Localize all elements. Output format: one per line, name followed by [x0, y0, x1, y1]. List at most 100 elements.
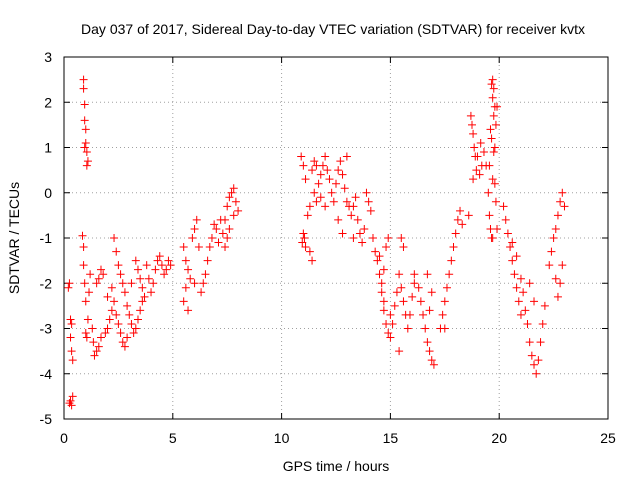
data-point	[230, 211, 238, 219]
data-point	[184, 266, 192, 274]
data-point	[467, 112, 475, 120]
data-point	[108, 284, 116, 292]
data-point	[201, 270, 209, 278]
data-point	[378, 288, 386, 296]
data-point	[138, 297, 146, 305]
data-point	[469, 175, 477, 183]
x-tick-label: 5	[169, 430, 177, 446]
data-point	[151, 266, 159, 274]
data-point	[521, 306, 529, 314]
y-axis-label: SDTVAR / TECUs	[6, 182, 22, 294]
data-point	[552, 225, 560, 233]
data-point	[384, 234, 392, 242]
data-point	[136, 275, 144, 283]
data-point	[334, 166, 342, 174]
x-tick-label: 25	[600, 430, 616, 446]
data-point	[80, 76, 88, 84]
data-point	[299, 162, 307, 170]
data-point	[526, 279, 534, 287]
data-point	[530, 297, 538, 305]
x-tick-labels: 0 5 10 15 20 25	[60, 430, 616, 446]
data-point	[99, 270, 107, 278]
data-point	[112, 248, 120, 256]
data-point	[134, 315, 142, 323]
data-point	[225, 225, 233, 233]
data-point	[534, 356, 542, 364]
data-point	[299, 229, 307, 237]
y-tick-labels: -5-4-3-2-10123	[40, 49, 53, 427]
data-point	[93, 347, 101, 355]
data-point	[127, 279, 135, 287]
data-point	[132, 325, 140, 333]
data-point	[490, 148, 498, 156]
data-point	[347, 211, 355, 219]
data-point	[341, 184, 349, 192]
data-point	[65, 279, 73, 287]
data-point	[558, 261, 566, 269]
data-point	[465, 211, 473, 219]
data-point	[480, 148, 488, 156]
data-point	[134, 266, 142, 274]
data-point	[182, 284, 190, 292]
data-point	[415, 284, 423, 292]
data-point	[517, 311, 525, 319]
data-point	[469, 130, 477, 138]
data-point	[104, 325, 112, 333]
data-point	[450, 243, 458, 251]
data-point	[443, 284, 451, 292]
data-point	[204, 257, 212, 265]
data-point	[369, 234, 377, 242]
data-point	[182, 257, 190, 265]
data-point	[376, 270, 384, 278]
data-point	[552, 275, 560, 283]
data-point	[485, 211, 493, 219]
data-point	[64, 284, 72, 292]
data-point	[452, 229, 460, 237]
data-point	[110, 297, 118, 305]
data-point	[354, 216, 362, 224]
data-point	[470, 144, 478, 152]
data-point	[556, 279, 564, 287]
data-point	[83, 148, 91, 156]
data-point	[130, 329, 138, 337]
data-point	[180, 243, 188, 251]
data-point	[486, 125, 494, 133]
data-point	[84, 315, 92, 323]
data-point	[82, 329, 90, 337]
data-point	[408, 293, 416, 301]
data-point	[541, 302, 549, 310]
data-point	[188, 234, 196, 242]
data-point	[297, 153, 305, 161]
data-point	[493, 103, 501, 111]
data-point	[82, 297, 90, 305]
data-point	[393, 288, 401, 296]
data-point	[489, 76, 497, 84]
data-point	[547, 248, 555, 256]
data-point	[423, 270, 431, 278]
data-point	[212, 225, 220, 233]
data-point	[321, 202, 329, 210]
data-point	[397, 234, 405, 242]
data-point	[117, 270, 125, 278]
data-point	[423, 338, 431, 346]
data-point	[186, 275, 194, 283]
data-point	[380, 297, 388, 305]
data-point	[500, 202, 508, 210]
data-point	[389, 320, 397, 328]
data-point	[206, 243, 214, 251]
data-point	[141, 293, 149, 301]
data-point	[384, 329, 392, 337]
data-point	[83, 334, 91, 342]
data-point	[93, 279, 101, 287]
data-point	[184, 306, 192, 314]
data-point	[445, 270, 453, 278]
y-tick-label: 1	[44, 140, 52, 156]
data-point	[158, 261, 166, 269]
data-point	[104, 293, 112, 301]
data-point	[349, 234, 357, 242]
data-point	[339, 229, 347, 237]
data-point	[395, 270, 403, 278]
data-point	[404, 325, 412, 333]
data-point	[214, 239, 222, 247]
x-tick-label: 15	[383, 430, 399, 446]
